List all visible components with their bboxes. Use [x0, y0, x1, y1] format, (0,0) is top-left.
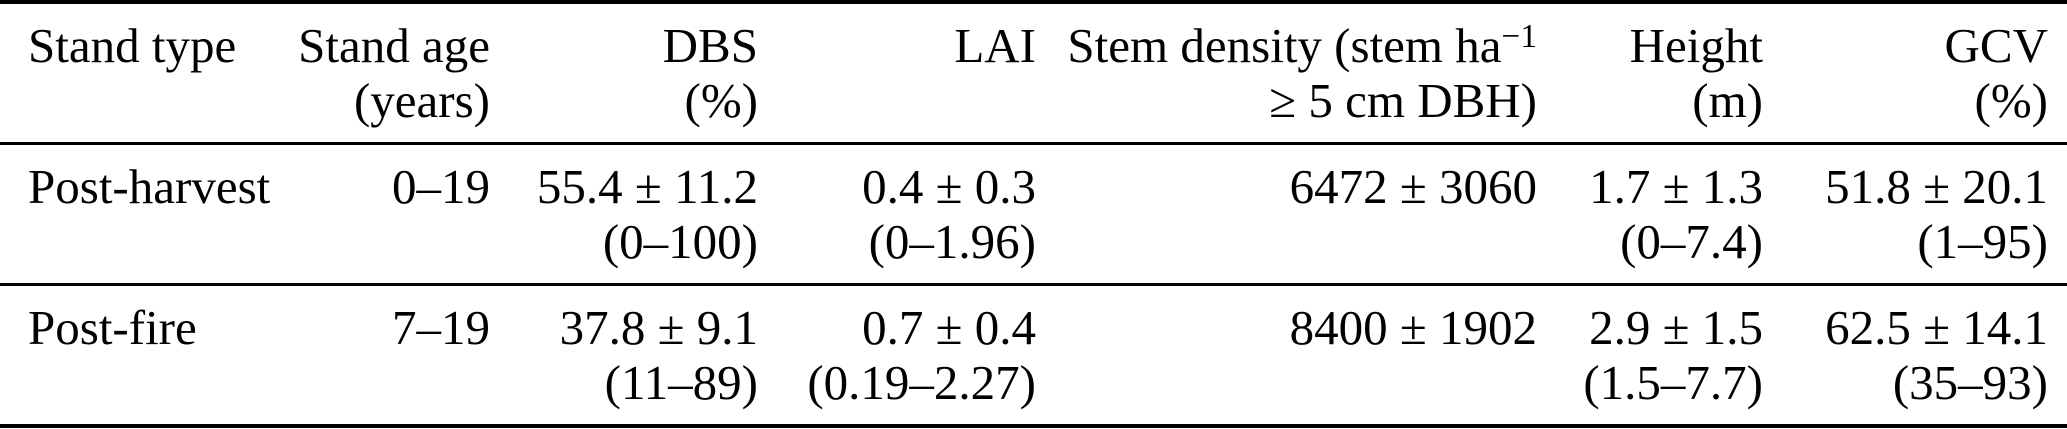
header-height-label: Height	[1629, 18, 1763, 73]
cell-post-fire-height: 2.9 ± 1.5 (1.5–7.7)	[1537, 285, 1763, 427]
cell-post-harvest-dbs: 55.4 ± 11.2 (0–100)	[490, 144, 758, 285]
cell-post-fire-dbs: 37.8 ± 9.1 (11–89)	[490, 285, 758, 427]
header-gcv: GCV (%)	[1763, 2, 2067, 144]
header-stem-density: Stem density (stem ha−1 ≥ 5 cm DBH)	[1036, 2, 1537, 144]
dbs-range: (0–100)	[602, 214, 758, 269]
lai-range: (0–1.96)	[868, 214, 1036, 269]
gcv-value: 51.8 ± 20.1	[1825, 159, 2048, 214]
header-stand-type: Stand type	[0, 2, 260, 144]
stem-density-value: 8400 ± 1902	[1289, 300, 1537, 355]
header-dbs-unit: (%)	[684, 73, 758, 128]
lai-value: 0.7 ± 0.4	[862, 300, 1036, 355]
header-stem-density-unit: ≥ 5 cm DBH)	[1269, 73, 1537, 128]
header-lai: LAI	[758, 2, 1036, 144]
stand-type-value: Post-harvest	[28, 159, 271, 214]
header-gcv-unit: (%)	[1974, 73, 2048, 128]
table-body: Post-harvest 0–19 55.4 ± 11.2 (0–100) 0.…	[0, 144, 2067, 427]
lai-value: 0.4 ± 0.3	[862, 159, 1036, 214]
header-gcv-label: GCV	[1944, 18, 2048, 73]
header-stand-age-label: Stand age	[298, 18, 490, 73]
header-row: Stand type Stand age (years) DBS (%) LAI…	[0, 2, 2067, 144]
header-height: Height (m)	[1537, 2, 1763, 144]
height-range: (1.5–7.7)	[1583, 355, 1763, 410]
header-lai-label: LAI	[954, 18, 1036, 73]
table-header: Stand type Stand age (years) DBS (%) LAI…	[0, 2, 2067, 144]
dbs-value: 55.4 ± 11.2	[536, 159, 758, 214]
lai-range: (0.19–2.27)	[807, 355, 1036, 410]
cell-post-fire-stand-age: 7–19	[260, 285, 490, 427]
dbs-range: (11–89)	[604, 355, 758, 410]
stand-age-value: 0–19	[392, 159, 490, 214]
height-value: 2.9 ± 1.5	[1589, 300, 1763, 355]
cell-post-harvest-lai: 0.4 ± 0.3 (0–1.96)	[758, 144, 1036, 285]
header-stand-age: Stand age (years)	[260, 2, 490, 144]
stand-type-value: Post-fire	[28, 300, 197, 355]
gcv-range: (1–95)	[1917, 214, 2048, 269]
header-stem-density-text: Stem density (stem ha	[1067, 18, 1502, 73]
cell-post-harvest-gcv: 51.8 ± 20.1 (1–95)	[1763, 144, 2067, 285]
superscript-minus-one: −1	[1501, 18, 1537, 56]
stand-age-value: 7–19	[392, 300, 490, 355]
table-row-post-fire: Post-fire 7–19 37.8 ± 9.1 (11–89) 0.7 ± …	[0, 285, 2067, 427]
gcv-value: 62.5 ± 14.1	[1825, 300, 2048, 355]
cell-post-harvest-stand-age: 0–19	[260, 144, 490, 285]
table-row-post-harvest: Post-harvest 0–19 55.4 ± 11.2 (0–100) 0.…	[0, 144, 2067, 285]
cell-post-fire-stand-type: Post-fire	[0, 285, 260, 427]
header-stand-age-unit: (years)	[353, 73, 490, 128]
header-dbs-label: DBS	[662, 18, 758, 73]
cell-post-fire-gcv: 62.5 ± 14.1 (35–93)	[1763, 285, 2067, 427]
gcv-range: (35–93)	[1892, 355, 2048, 410]
dbs-value: 37.8 ± 9.1	[559, 300, 758, 355]
cell-post-fire-stem-density: 8400 ± 1902	[1036, 285, 1537, 427]
header-stand-type-label: Stand type	[28, 18, 237, 73]
height-range: (0–7.4)	[1620, 214, 1763, 269]
cell-post-fire-lai: 0.7 ± 0.4 (0.19–2.27)	[758, 285, 1036, 427]
header-stem-density-label: Stem density (stem ha−1	[1036, 18, 1537, 73]
cell-post-harvest-stand-type: Post-harvest	[0, 144, 271, 285]
cell-post-harvest-height: 1.7 ± 1.3 (0–7.4)	[1537, 144, 1763, 285]
header-dbs: DBS (%)	[490, 2, 758, 144]
height-value: 1.7 ± 1.3	[1589, 159, 1763, 214]
cell-post-harvest-stem-density: 6472 ± 3060	[1036, 144, 1537, 285]
stem-density-value: 6472 ± 3060	[1289, 159, 1537, 214]
header-height-unit: (m)	[1692, 73, 1763, 128]
